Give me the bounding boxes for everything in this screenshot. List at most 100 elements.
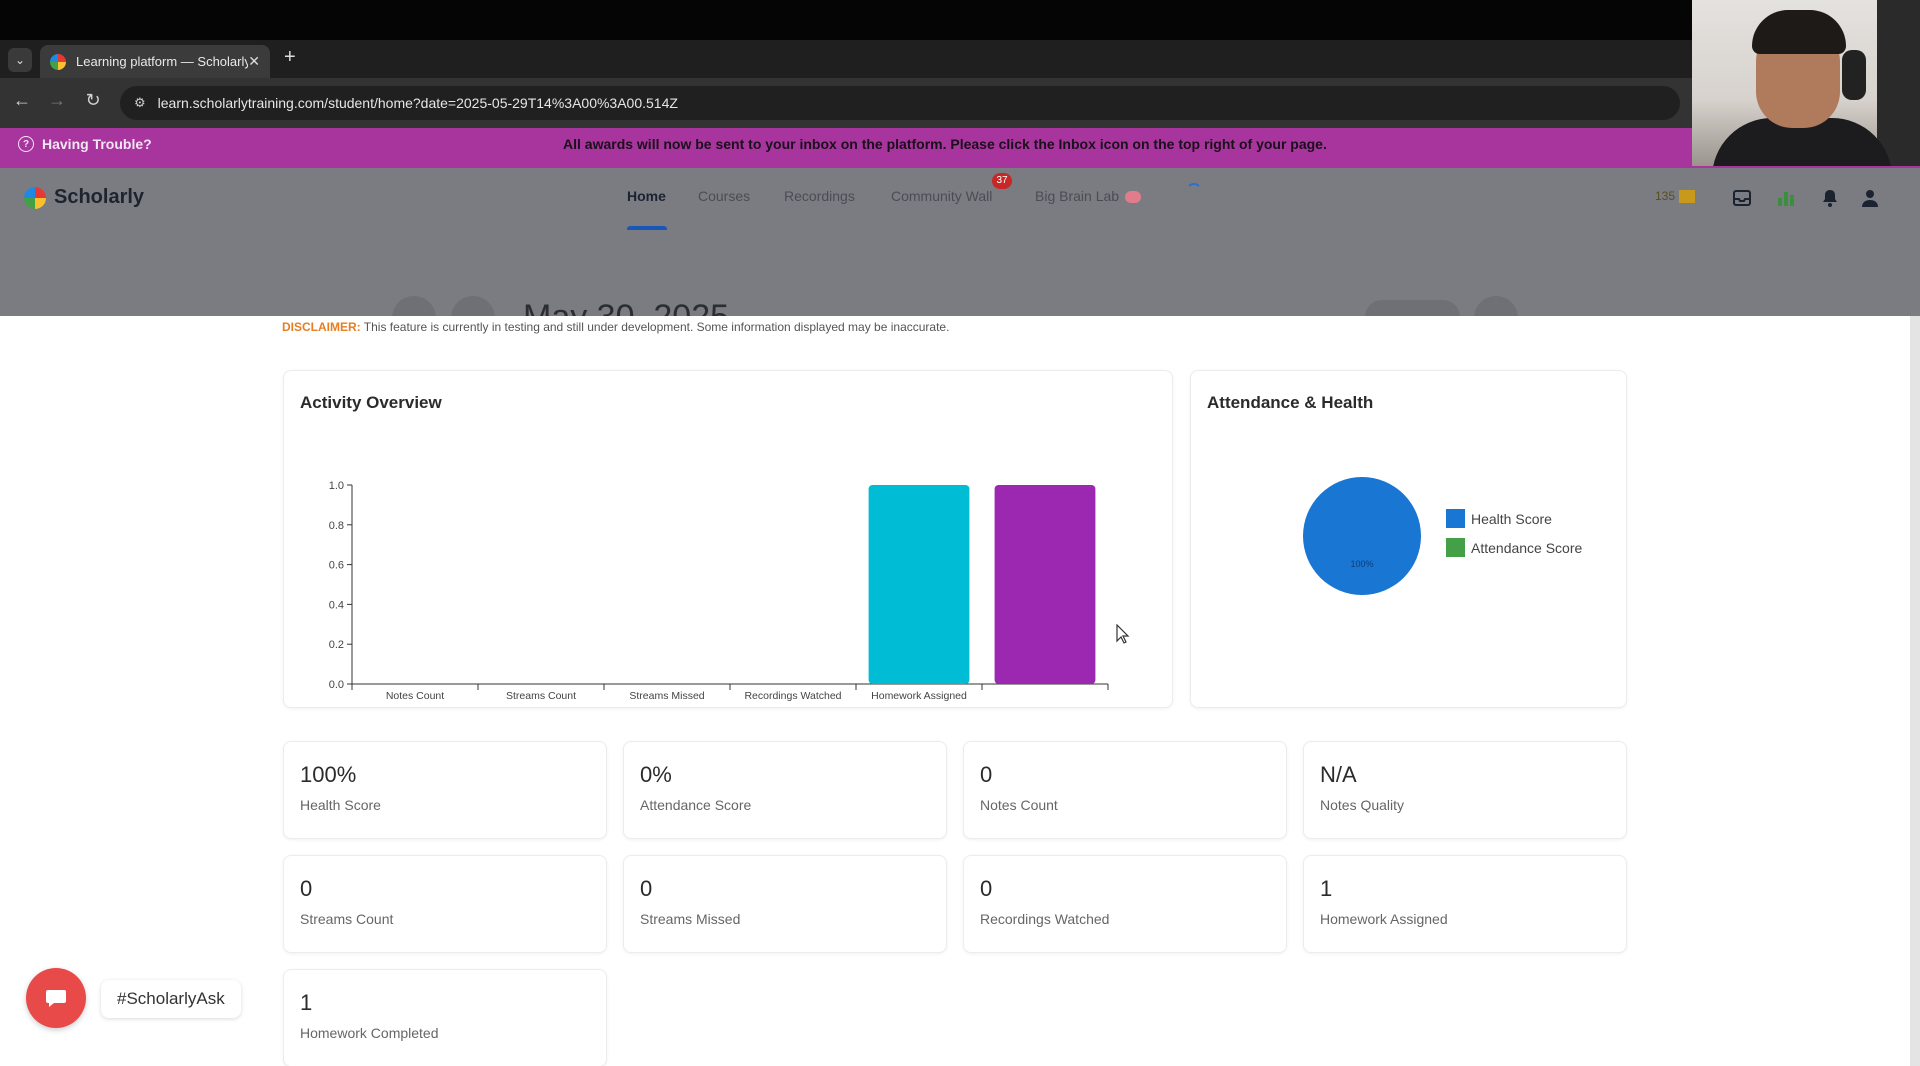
stat-value: 0 (300, 876, 313, 901)
stat-label: Notes Count (980, 797, 1058, 813)
pie-legend: Health Score Attendance Score (1446, 509, 1582, 567)
attendance-health-card: Attendance & Health 100% Health Score At… (1190, 370, 1627, 708)
stat-label: Streams Missed (640, 911, 741, 927)
mouse-cursor-icon (1116, 624, 1130, 644)
stat-value: 100% (300, 762, 357, 787)
chat-button[interactable] (26, 968, 86, 1028)
points-value: 135 (1655, 189, 1676, 203)
having-trouble-label: Having Trouble? (42, 136, 152, 152)
stat-label: Homework Assigned (1320, 911, 1448, 927)
activity-overview-card: Activity Overview 0.0 0.2 0.4 0.6 0.8 1.0 Note… (283, 370, 1173, 708)
app-header (0, 168, 1920, 230)
tab-favicon-icon (50, 53, 66, 70)
profile-icon[interactable] (1858, 186, 1882, 210)
ticket-icon (1679, 190, 1696, 204)
nav-home[interactable]: Home (627, 188, 666, 204)
legend-attendance-score: Attendance Score (1446, 538, 1582, 557)
x-tick-label: Homework Assigned (871, 690, 967, 702)
stat-label: Notes Quality (1320, 797, 1405, 813)
community-wall-badge: 37 (992, 173, 1012, 189)
webcam-overlay (1692, 0, 1920, 166)
pie-slice-health (1303, 477, 1421, 595)
nav-courses[interactable]: Courses (698, 188, 751, 204)
attendance-health-title: Attendance & Health (1207, 393, 1374, 412)
y-tick-label: 1.0 (329, 480, 344, 492)
nav-recordings[interactable]: Recordings (784, 188, 855, 204)
stat-value: 0% (640, 762, 672, 787)
scholarly-ask-tag[interactable]: #ScholarlyAsk (101, 980, 241, 1018)
disclaimer-text: This feature is currently in testing and… (360, 320, 950, 334)
announcement-banner (0, 128, 1920, 168)
logo-icon (24, 186, 46, 209)
activity-overview-title: Activity Overview (300, 393, 442, 412)
browser-tab[interactable]: Learning platform — Scholarly ✕ (40, 45, 270, 78)
back-icon[interactable]: ← (13, 90, 31, 110)
stat-value: 0 (980, 762, 993, 787)
reload-icon[interactable]: ↻ (85, 90, 101, 110)
legend-swatch-attendance (1446, 538, 1465, 557)
stat-notes-count: 0 Notes Count (963, 741, 1287, 839)
activity-bar-chart: 0.0 0.2 0.4 0.6 0.8 1.0 Notes Count Streams Cou… (329, 480, 1109, 702)
x-tick-label: Notes Count (386, 690, 444, 702)
nav-big-brain-lab-label: Big Brain Lab (1035, 188, 1120, 204)
stat-recordings-watched: 0 Recordings Watched (963, 855, 1287, 953)
stat-homework-completed: 1 Homework Completed (283, 969, 607, 1066)
stat-value: N/A (1320, 762, 1357, 787)
bell-icon[interactable] (1818, 186, 1842, 210)
stat-label: Attendance Score (640, 797, 752, 813)
loading-spinner-icon (1186, 183, 1202, 199)
y-tick-label: 0.4 (329, 599, 344, 611)
stat-homework-assigned: 1 Homework Assigned (1303, 855, 1627, 953)
nav-community-wall[interactable]: Community Wall (891, 188, 993, 204)
tab-title: Learning platform — Scholarly (76, 54, 249, 69)
y-tick-label: 0.6 (329, 560, 344, 572)
health-pie-chart: 100% (1303, 477, 1421, 595)
y-tick-label: 0.2 (329, 639, 344, 651)
date-header-area (0, 230, 1920, 316)
stat-value: 1 (1320, 876, 1333, 901)
y-tick-label: 0.0 (329, 679, 344, 691)
inbox-icon[interactable] (1730, 186, 1754, 210)
window-top-bar (0, 0, 1920, 40)
x-tick-label: Streams Count (506, 690, 576, 702)
stat-attendance-score: 0% Attendance Score (623, 741, 947, 839)
x-tick-label: Recordings Watched (744, 690, 841, 702)
tab-search-icon[interactable]: ⌄ (8, 48, 32, 72)
new-tab-icon[interactable]: + (284, 46, 296, 68)
help-icon: ? (18, 136, 34, 152)
having-trouble-link[interactable]: ? Having Trouble? (18, 136, 152, 152)
stat-value: 1 (300, 990, 313, 1015)
legend-swatch-health (1446, 509, 1465, 528)
page-scrollbar[interactable] (1910, 316, 1920, 1066)
chat-bubble-icon (46, 990, 66, 1007)
nav-active-indicator (627, 226, 667, 231)
tab-strip (0, 40, 1920, 78)
url-field[interactable]: ⚙ learn.scholarlytraining.com/student/ho… (120, 86, 1680, 120)
tab-close-icon[interactable]: ✕ (248, 53, 260, 69)
brand-logo[interactable]: Scholarly (24, 186, 144, 209)
stat-value: 0 (640, 876, 653, 901)
stat-label: Recordings Watched (980, 911, 1110, 927)
disclaimer: DISCLAIMER: This feature is currently in… (282, 320, 949, 334)
legend-label-attendance: Attendance Score (1471, 539, 1583, 556)
forward-icon[interactable]: → (48, 90, 66, 110)
stat-streams-missed: 0 Streams Missed (623, 855, 947, 953)
stat-notes-quality: N/A Notes Quality (1303, 741, 1627, 839)
banner-message: All awards will now be sent to your inbo… (563, 136, 1327, 152)
bar-homework-completed (994, 485, 1096, 684)
disclaimer-label: DISCLAIMER: (282, 320, 361, 334)
stat-label: Homework Completed (300, 1025, 439, 1041)
leaderboard-icon[interactable] (1774, 186, 1798, 210)
url-text: learn.scholarlytraining.com/student/home… (157, 95, 678, 111)
brain-icon (1125, 191, 1142, 204)
points-display[interactable]: 135 (1655, 189, 1696, 204)
stat-value: 0 (980, 876, 993, 901)
legend-health-score: Health Score (1446, 509, 1582, 528)
stat-label: Streams Count (300, 911, 394, 927)
stat-label: Health Score (300, 797, 381, 813)
site-info-icon[interactable]: ⚙ (134, 95, 146, 110)
nav-big-brain-lab[interactable]: Big Brain Lab (1035, 188, 1142, 204)
brand-name: Scholarly (54, 186, 145, 208)
pie-slice-label: 100% (1350, 559, 1373, 569)
x-tick-label: Streams Missed (629, 690, 704, 702)
